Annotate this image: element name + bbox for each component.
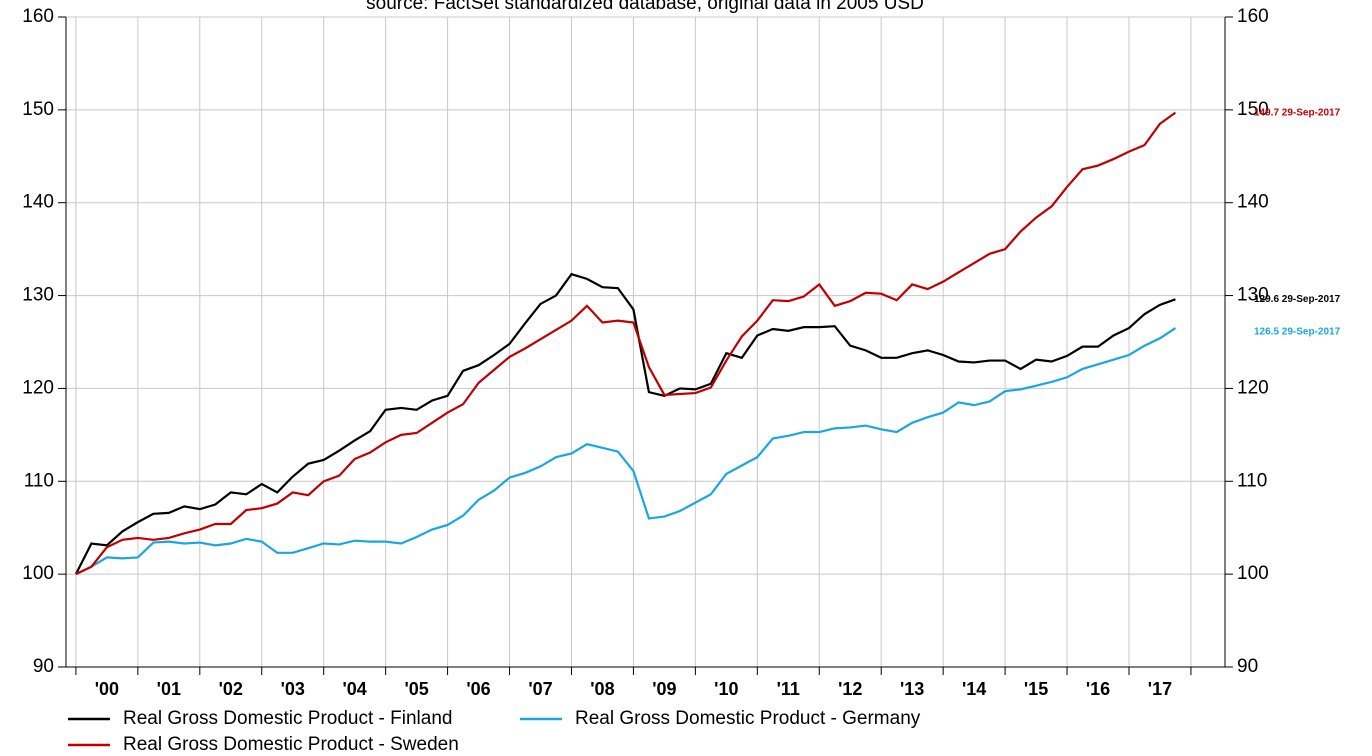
y2-tick-label: 150 — [1237, 99, 1269, 120]
y-tick-label: 160 — [22, 6, 54, 27]
y2-tick-label: 90 — [1237, 656, 1258, 677]
x-tick-label: '03 — [281, 679, 305, 699]
x-tick-label: '12 — [838, 679, 862, 699]
x-tick-label: '13 — [900, 679, 924, 699]
y-tick-label: 100 — [22, 563, 54, 584]
legend-label: Real Gross Domestic Product - Germany — [575, 708, 921, 729]
series-line — [74, 272, 1176, 575]
y-tick-label: 150 — [22, 99, 54, 120]
y2-tick-label: 140 — [1237, 192, 1269, 213]
y-tick-label: 110 — [24, 470, 54, 491]
y-tick-label: 130 — [22, 285, 54, 306]
end-label: 149.7 29-Sep-2017 — [1254, 107, 1341, 118]
series-line — [75, 327, 1177, 576]
end-label: 126.5 29-Sep-2017 — [1254, 327, 1341, 338]
y2-tick-label: 100 — [1237, 563, 1269, 584]
end-label: 129.6 29-Sep-2017 — [1254, 294, 1341, 305]
x-tick-label: '15 — [1024, 679, 1048, 699]
y-tick-label: 120 — [22, 377, 54, 398]
series-line — [75, 111, 1177, 576]
x-tick-label: '04 — [343, 679, 367, 699]
x-tick-label: '05 — [404, 679, 428, 699]
y2-tick-label: 110 — [1237, 470, 1267, 491]
x-tick-label: '17 — [1148, 679, 1172, 699]
x-tick-label: '10 — [714, 679, 738, 699]
x-tick-label: '14 — [962, 679, 986, 699]
x-tick-label: '06 — [466, 679, 490, 699]
y2-tick-label: 160 — [1237, 6, 1269, 27]
y2-tick-label: 130 — [1237, 285, 1269, 306]
legend-label: Real Gross Domestic Product - Finland — [123, 708, 452, 729]
x-tick-label: '11 — [777, 679, 800, 699]
x-tick-label: '08 — [590, 679, 614, 699]
x-tick-label: '16 — [1086, 679, 1110, 699]
y-tick-label: 140 — [22, 192, 54, 213]
x-tick-label: '00 — [95, 679, 119, 699]
x-tick-label: '09 — [652, 679, 676, 699]
chart-subtitle: source: FactSet standardized database, o… — [366, 0, 924, 14]
x-tick-label: '02 — [219, 679, 243, 699]
y-tick-label: 90 — [33, 656, 54, 677]
x-tick-label: '01 — [157, 679, 181, 699]
legend-label: Real Gross Domestic Product - Sweden — [123, 734, 459, 755]
y2-tick-label: 120 — [1237, 377, 1269, 398]
x-tick-label: '07 — [528, 679, 552, 699]
